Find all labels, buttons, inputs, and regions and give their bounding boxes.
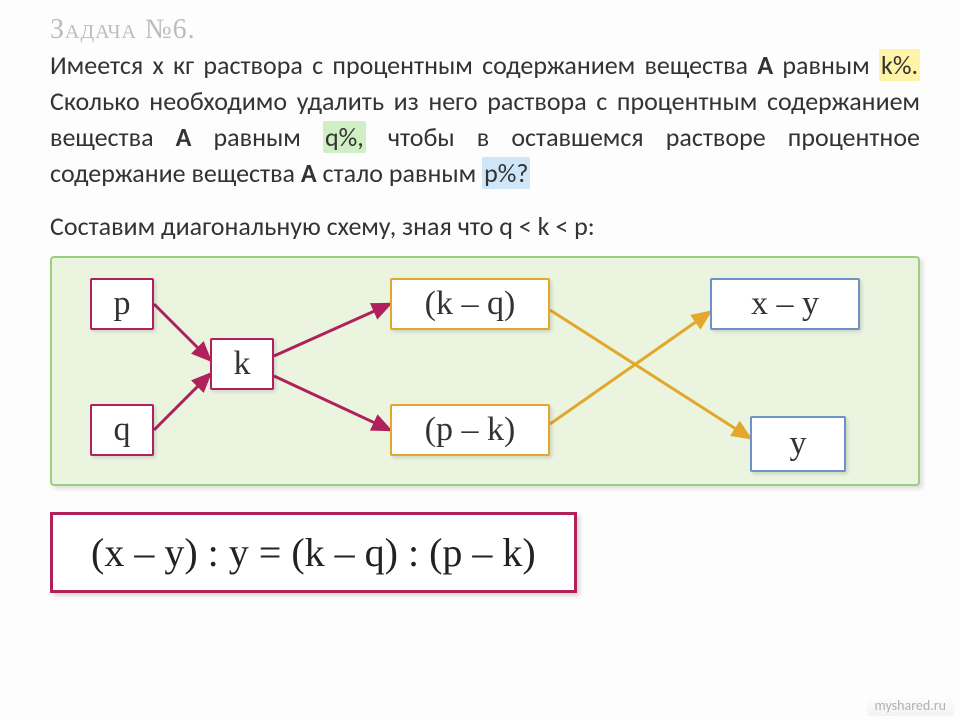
- txt: Имеется х кг раствора с процентным содер…: [50, 49, 757, 81]
- box-kq: (k – q): [390, 278, 550, 330]
- highlight-k: k%.: [879, 49, 920, 81]
- box-p: p: [90, 278, 154, 330]
- txt: равным: [191, 121, 323, 153]
- box-y: y: [750, 416, 846, 472]
- box-k: k: [210, 338, 274, 390]
- txt: стало равным: [317, 157, 483, 189]
- problem-text: Имеется х кг раствора с процентным содер…: [50, 48, 920, 192]
- task-title: Задача №6.: [50, 14, 920, 46]
- box-q: q: [90, 404, 154, 456]
- scheme-note: Составим диагональную схему, зная что q …: [50, 210, 920, 242]
- bold-a: А: [176, 121, 192, 153]
- slide: Задача №6. Имеется х кг раствора с проце…: [0, 0, 960, 720]
- bold-a: А: [301, 157, 317, 189]
- txt: равным: [773, 49, 879, 81]
- result-formula: (x – y) : y = (k – q) : (p – k): [50, 512, 577, 593]
- highlight-p: p%?: [482, 157, 530, 189]
- highlight-q: q%,: [323, 121, 366, 153]
- watermark: myshared.ru: [867, 695, 954, 716]
- diagonal-scheme: p q k (k – q) (p – k) x – y y: [50, 256, 920, 486]
- box-pk: (p – k): [390, 404, 550, 456]
- bold-a: А: [757, 49, 773, 81]
- box-xy: x – y: [710, 278, 860, 330]
